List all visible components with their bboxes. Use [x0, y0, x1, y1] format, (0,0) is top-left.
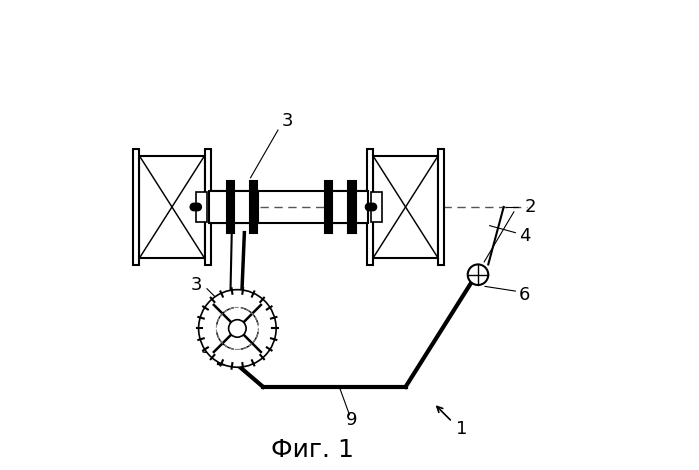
Text: 3: 3 — [191, 276, 202, 295]
Text: 5: 5 — [200, 339, 212, 357]
Bar — [209, 191, 259, 223]
Circle shape — [366, 203, 373, 211]
Bar — [139, 156, 205, 258]
Text: 8: 8 — [202, 320, 213, 337]
Circle shape — [369, 203, 377, 211]
Text: 4: 4 — [519, 227, 530, 245]
Circle shape — [190, 203, 198, 211]
Circle shape — [194, 203, 201, 211]
Bar — [348, 181, 356, 233]
Text: Фиг. 1: Фиг. 1 — [271, 438, 354, 462]
Text: 6: 6 — [519, 286, 530, 304]
Bar — [326, 191, 368, 223]
Bar — [438, 149, 445, 265]
Bar — [367, 149, 373, 265]
Bar — [373, 156, 438, 258]
Bar — [196, 192, 207, 222]
Circle shape — [468, 265, 489, 285]
Circle shape — [199, 290, 276, 367]
Bar — [371, 192, 382, 222]
Bar — [134, 149, 139, 265]
Text: 3: 3 — [282, 111, 294, 130]
Circle shape — [229, 320, 246, 337]
Text: 1: 1 — [456, 420, 468, 438]
Bar — [325, 181, 332, 233]
Text: 9: 9 — [346, 411, 358, 429]
Bar — [226, 181, 234, 233]
Text: 2: 2 — [525, 198, 536, 216]
Bar — [205, 149, 210, 265]
Bar — [250, 181, 257, 233]
